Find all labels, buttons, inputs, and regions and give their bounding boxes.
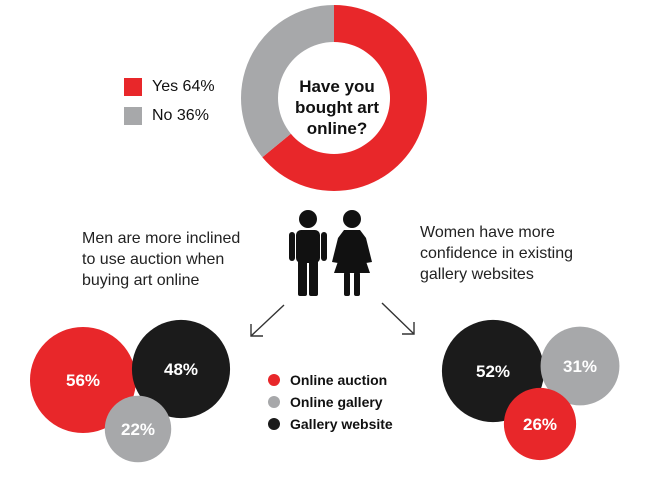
- women-bubble-label-online-auction: 26%: [523, 415, 557, 434]
- men-bubble-online-auction: [30, 327, 136, 433]
- men-bubble-gallery-website: [131, 319, 231, 419]
- legend-swatch-yes: [124, 78, 142, 96]
- legend-item-online-gallery: Online gallery: [268, 392, 393, 412]
- women-bubble-online-gallery: [540, 326, 620, 406]
- donut-legend: Yes 64% No 36%: [124, 76, 215, 134]
- men-caption-line: buying art online: [82, 272, 200, 289]
- legend-item-online-auction: Online auction: [268, 370, 393, 390]
- question-line: Have you: [299, 77, 375, 96]
- question-line: bought art: [294, 98, 380, 117]
- legend-label-gallery-website: Gallery website: [290, 416, 393, 432]
- legend-dot-online-auction: [268, 374, 280, 386]
- legend-label-online-auction: Online auction: [290, 372, 388, 388]
- men-caption-line: Men are more inclined: [82, 230, 241, 247]
- legend-label-yes: Yes 64%: [152, 78, 215, 95]
- arrow-down-left-icon: [250, 304, 285, 337]
- legend-dot-online-gallery: [268, 396, 280, 408]
- donut-center-question: Have you bought art online?: [282, 76, 392, 139]
- women-caption: Women have more confidence in existing g…: [420, 222, 620, 285]
- legend-item-yes: Yes 64%: [124, 76, 215, 98]
- legend-swatch-no: [124, 107, 142, 125]
- legend-item-gallery-website: Gallery website: [268, 414, 393, 434]
- men-bubble-online-gallery: [104, 395, 172, 463]
- donut-slice-yes: [262, 5, 427, 191]
- legend-item-no: No 36%: [124, 105, 215, 127]
- women-caption-line: confidence in existing: [420, 245, 573, 262]
- woman-icon: [332, 210, 372, 296]
- men-bubble-label-online-auction: 56%: [66, 371, 100, 390]
- men-caption-line: to use auction when: [82, 251, 225, 268]
- women-caption-line: Women have more: [420, 224, 555, 241]
- legend-dot-gallery-website: [268, 418, 280, 430]
- question-line: online?: [306, 119, 368, 138]
- legend-label-online-gallery: Online gallery: [290, 394, 383, 410]
- women-caption-line: gallery websites: [420, 266, 534, 283]
- arrow-down-right-icon: [381, 302, 415, 335]
- donut-slice-no: [240, 5, 334, 158]
- men-bubble-label-gallery-website: 48%: [164, 360, 198, 379]
- men-caption: Men are more inclined to use auction whe…: [82, 228, 272, 291]
- women-bubble-label-gallery-website: 52%: [476, 362, 510, 381]
- man-icon: [289, 210, 327, 296]
- legend-label-no: No 36%: [152, 107, 209, 124]
- women-bubble-label-online-gallery: 31%: [563, 357, 597, 376]
- bubble-legend: Online auction Online gallery Gallery we…: [268, 370, 393, 436]
- men-bubble-label-online-gallery: 22%: [121, 420, 155, 439]
- women-bubble-online-auction: [503, 387, 577, 461]
